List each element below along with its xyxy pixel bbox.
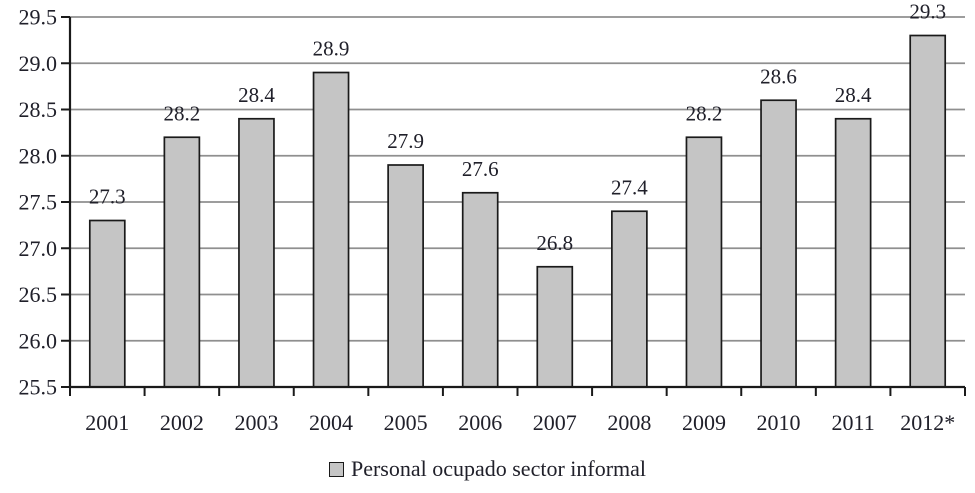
y-tick-label: 28.5 [19,97,58,122]
bar [834,117,872,388]
bar [88,219,126,388]
legend-swatch [328,461,344,477]
y-tick-label: 26.0 [19,328,58,353]
x-category-label: 2008 [607,410,651,435]
x-category-label: 2001 [85,410,129,435]
x-category-label: 2004 [309,410,353,435]
bar-value-label: 26.8 [536,231,573,255]
x-category-label: 2010 [757,410,801,435]
bar-value-label: 27.3 [89,185,126,209]
legend-label: Personal ocupado sector informal [350,456,647,481]
y-tick-label: 27.0 [19,236,58,261]
bar-value-label: 27.9 [387,129,424,153]
bar [312,71,350,388]
bar-value-label: 29.3 [909,0,946,24]
bar-value-label: 28.6 [760,64,797,88]
y-tick-label: 29.0 [19,51,58,76]
bar [685,136,723,388]
x-category-label: 2005 [384,410,428,435]
bar-chart-canvas: 25.5 26.0 26.5 27.0 27.5 28.0 28.5 29.0 29.5 27.3… [19,0,966,435]
y-tick-label: 28.0 [19,143,58,168]
y-tick-label: 26.5 [19,282,58,307]
bar-value-label: 28.2 [686,101,723,125]
bar [238,117,275,388]
x-category-label: 2011 [832,410,875,435]
bar-value-label: 27.4 [611,175,648,199]
bar [909,34,947,388]
legend: Personal ocupado sector informal [0,458,975,480]
bar [461,191,499,388]
bar-value-label: 28.9 [313,37,350,61]
x-category-label: 2012* [900,410,955,435]
bar-value-label: 28.4 [238,83,275,107]
bar [760,99,797,388]
bar [611,210,648,388]
x-category-label: 2006 [458,410,502,435]
bar-value-label: 28.2 [164,101,201,125]
x-category-label: 2003 [234,410,278,435]
y-tick-label: 27.5 [19,190,58,215]
bar-value-label: 27.6 [462,157,499,181]
bar [163,136,201,388]
x-category-label: 2002 [160,410,204,435]
y-tick-label: 29.5 [19,5,58,30]
bar [536,265,574,388]
x-category-label: 2009 [682,410,726,435]
bar [387,164,424,388]
bar-value-label: 28.4 [835,83,872,107]
y-tick-label: 25.5 [19,375,58,400]
x-category-label: 2007 [533,410,577,435]
